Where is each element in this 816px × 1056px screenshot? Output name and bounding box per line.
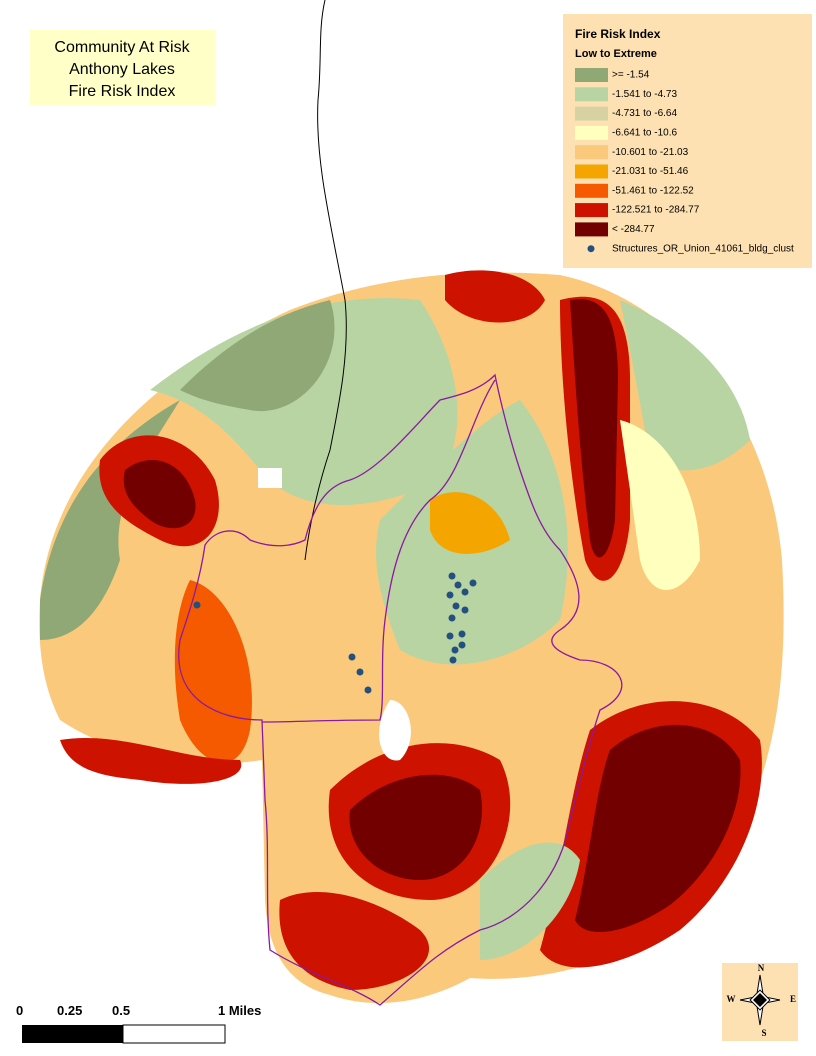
scale-labels: 0 0.25 0.5 1 Miles	[16, 1003, 261, 1018]
scale-label: 0.5	[112, 1003, 130, 1018]
title-line: Anthony Lakes	[69, 61, 175, 78]
legend-label: < -284.77	[612, 224, 655, 235]
title-box	[30, 30, 215, 105]
legend-label: -21.031 to -51.46	[612, 166, 689, 177]
legend-label: -6.641 to -10.6	[612, 128, 677, 139]
legend: Fire Risk Index Low to Extreme >= -1.54 -…	[563, 14, 812, 268]
legend-subtitle: Low to Extreme	[575, 48, 657, 60]
legend-swatch	[575, 222, 608, 237]
boundaries	[178, 0, 623, 1006]
scale-label: 0.25	[57, 1003, 82, 1018]
legend-label: >= -1.54	[612, 70, 650, 81]
legend-label: -51.461 to -122.52	[612, 185, 694, 196]
scale-label: 0	[16, 1003, 23, 1018]
title-line: Fire Risk Index	[69, 83, 176, 100]
legend-point	[587, 245, 595, 253]
title-line: Community At Risk	[54, 39, 190, 56]
compass-n: N	[758, 963, 765, 973]
risk-raster	[39, 270, 784, 1004]
legend-label: Structures_OR_Union_41061_bldg_clust	[612, 243, 794, 254]
legend-label: -1.541 to -4.73	[612, 89, 677, 100]
legend-swatch	[575, 87, 608, 102]
scale-bar	[122, 1024, 226, 1044]
legend-swatch	[575, 164, 608, 179]
scale-bar	[22, 1025, 123, 1043]
compass-w: W	[727, 994, 736, 1004]
legend-swatch	[575, 203, 608, 218]
legend-swatch	[575, 183, 608, 198]
legend-swatch	[575, 125, 608, 140]
legend-label: -122.521 to -284.77	[612, 205, 700, 216]
structures	[193, 572, 477, 694]
legend-title: Fire Risk Index	[575, 27, 661, 41]
compass-e: E	[790, 994, 796, 1004]
scale-label: 1 Miles	[218, 1003, 261, 1018]
legend-label: -4.731 to -6.64	[612, 108, 677, 119]
compass-rose	[739, 974, 781, 1026]
compass-s: S	[761, 1028, 766, 1038]
legend-swatch	[575, 106, 608, 121]
legend-swatch	[575, 145, 608, 160]
legend-swatch	[575, 68, 608, 82]
legend-label: -10.601 to -21.03	[612, 147, 689, 158]
